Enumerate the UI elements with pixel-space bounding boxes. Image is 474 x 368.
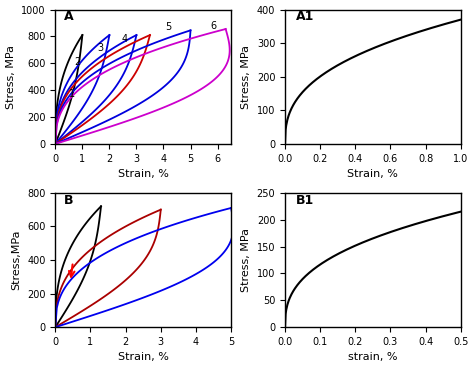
- Text: B: B: [64, 194, 73, 206]
- Text: 1: 1: [69, 89, 75, 99]
- Y-axis label: Stress,MPa: Stress,MPa: [11, 230, 21, 290]
- Y-axis label: Stress, MPa: Stress, MPa: [241, 45, 251, 109]
- X-axis label: Strain, %: Strain, %: [118, 353, 169, 362]
- Text: 3: 3: [97, 43, 103, 53]
- X-axis label: Strain, %: Strain, %: [347, 169, 398, 179]
- Text: B1: B1: [296, 194, 314, 206]
- Y-axis label: Stress, MPa: Stress, MPa: [6, 45, 16, 109]
- X-axis label: Strain, %: Strain, %: [118, 169, 169, 179]
- Y-axis label: Stress, MPa: Stress, MPa: [241, 228, 251, 292]
- Text: 2: 2: [74, 57, 81, 67]
- X-axis label: strain, %: strain, %: [348, 353, 398, 362]
- Text: 6: 6: [211, 21, 217, 31]
- Text: A1: A1: [296, 10, 314, 23]
- Text: 4: 4: [121, 34, 128, 44]
- Text: A: A: [64, 10, 74, 23]
- Text: 5: 5: [165, 22, 171, 32]
